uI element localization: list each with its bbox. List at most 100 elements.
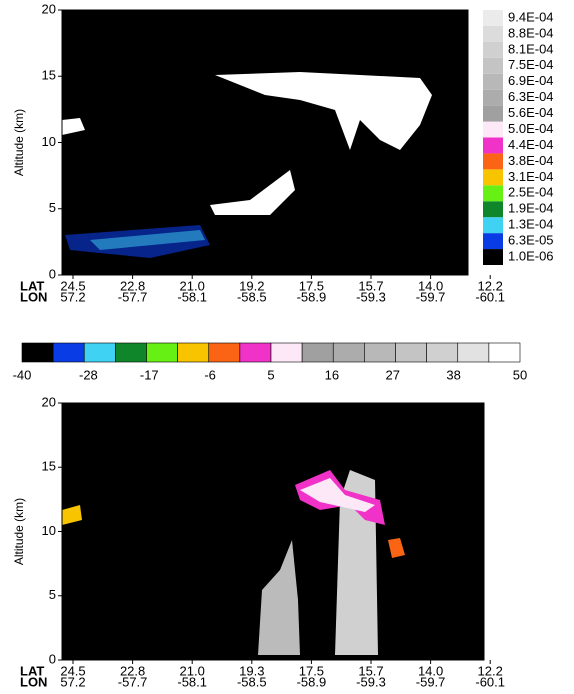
lon-label: LON <box>20 674 47 689</box>
colorbar-tick-label: 16 <box>325 367 339 382</box>
colorbar-swatch <box>483 217 503 234</box>
colorbar-swatch <box>488 342 521 363</box>
lon-tick-label: 57.2 <box>60 674 85 689</box>
lat-label: LAT <box>20 278 44 293</box>
lon-tick-label: -57.7 <box>118 674 148 689</box>
colorbar-swatch <box>208 342 241 363</box>
colorbar-swatch <box>177 342 210 363</box>
colorbar-label: 8.8E-04 <box>508 25 554 40</box>
colorbar-swatch <box>426 342 459 363</box>
lat-tick-label: 22.8 <box>120 278 145 293</box>
colorbar-swatch <box>483 41 503 58</box>
colorbar-swatch <box>115 342 147 363</box>
lon-tick-label: -57.7 <box>118 289 148 304</box>
colorbar-swatch <box>483 185 503 202</box>
colorbar-label: 3.1E-04 <box>508 169 554 184</box>
cloud <box>215 72 432 150</box>
colorbar-swatch <box>483 73 503 90</box>
aerosol <box>90 230 205 250</box>
colorbar-swatch <box>483 10 503 26</box>
y-axis-label: Altitude (km) <box>12 498 26 565</box>
y-tick-label: 10 <box>42 523 56 538</box>
y-axis-label: Altitude (km) <box>12 109 26 176</box>
colorbar-tick-label: -28 <box>79 367 98 382</box>
lat-tick-label: 12.2 <box>478 278 503 293</box>
colorbar-label: 1.3E-04 <box>508 217 554 232</box>
colorbar-label: 5.6E-04 <box>508 105 554 120</box>
colorbar-swatch <box>364 342 396 363</box>
lat-tick-label: 19.2 <box>239 278 264 293</box>
y-tick-label: 20 <box>42 1 56 16</box>
colorbar-label: 9.4E-04 <box>508 9 554 24</box>
colorbar-swatch <box>395 342 427 363</box>
colorbar-swatch <box>239 342 272 363</box>
colorbar-swatch <box>483 153 503 170</box>
y-tick-label: 0 <box>49 266 56 281</box>
colorbar-label: 1.9E-04 <box>508 201 554 216</box>
colorbar-label: 6.3E-04 <box>508 89 554 104</box>
lon-tick-label: -58.5 <box>237 289 267 304</box>
colorbar-label: 4.4E-04 <box>508 137 554 152</box>
colorbar-tick-label: 27 <box>385 367 399 382</box>
y-tick-label: 5 <box>49 200 56 215</box>
colorbar-swatch <box>301 342 334 363</box>
lat-tick-label: 14.0 <box>418 663 443 678</box>
colorbar-label: 7.5E-04 <box>508 57 554 72</box>
colorbar-label: 6.9E-04 <box>508 73 554 88</box>
lat-tick-label: 14.0 <box>418 278 443 293</box>
lon-tick-label: -60.1 <box>475 674 505 689</box>
colorbar-swatch <box>483 249 503 265</box>
colorbar-swatch <box>483 121 503 138</box>
lon-label: LON <box>20 289 47 304</box>
lat-tick-label: 21.0 <box>180 278 205 293</box>
colorbar-tick-label: 38 <box>446 367 460 382</box>
lon-tick-label: -58.5 <box>237 674 267 689</box>
y-tick-label: 15 <box>42 459 56 474</box>
colorbar-label: 8.1E-04 <box>508 41 554 56</box>
colorbar-label: 3.8E-04 <box>508 153 554 168</box>
colorbar-swatch <box>483 57 503 74</box>
lat-tick-label: 15.7 <box>358 663 383 678</box>
cloud <box>388 538 405 558</box>
cloud <box>300 478 375 512</box>
lat-label: LAT <box>20 663 44 678</box>
colorbar-swatch <box>483 25 503 42</box>
colorbar-tick-label: -6 <box>204 367 216 382</box>
lat-tick-label: 19.3 <box>239 663 264 678</box>
y-tick-label: 20 <box>42 394 56 409</box>
lat-tick-label: 24.5 <box>60 278 85 293</box>
y-tick-label: 15 <box>42 68 56 83</box>
cloud <box>62 505 82 525</box>
lon-tick-label: -58.9 <box>297 674 327 689</box>
colorbar-tick-label: -40 <box>13 367 32 382</box>
lat-tick-label: 17.5 <box>299 663 324 678</box>
lon-tick-label: -59.7 <box>416 674 446 689</box>
lat-tick-label: 15.7 <box>358 278 383 293</box>
lon-tick-label: -58.9 <box>297 289 327 304</box>
colorbar-swatch <box>483 233 503 250</box>
cloud <box>258 540 300 655</box>
lon-tick-label: -59.3 <box>356 674 386 689</box>
colorbar-tick-label: 5 <box>267 367 274 382</box>
lon-tick-label: -58.1 <box>177 289 207 304</box>
colorbar-label: 5.0E-04 <box>508 121 554 136</box>
colorbar-label: 2.5E-04 <box>508 185 554 200</box>
lat-tick-label: 12.2 <box>478 663 503 678</box>
colorbar-swatch <box>21 342 54 363</box>
lon-tick-label: -59.3 <box>356 289 386 304</box>
colorbar-swatch <box>332 342 365 363</box>
colorbar-swatch <box>457 342 490 363</box>
colorbar-label: 6.3E-05 <box>508 233 554 248</box>
lat-tick-label: 24.5 <box>60 663 85 678</box>
lon-tick-label: -59.7 <box>416 289 446 304</box>
lon-tick-label: -58.1 <box>177 674 207 689</box>
y-tick-label: 0 <box>49 651 56 666</box>
lon-tick-label: 57.2 <box>60 289 85 304</box>
y-tick-label: 5 <box>49 587 56 602</box>
y-tick-label: 10 <box>42 134 56 149</box>
lon-tick-label: -60.1 <box>475 289 505 304</box>
colorbar-tick-label: -17 <box>140 367 159 382</box>
bottom-plot <box>62 403 484 660</box>
cloud <box>210 170 295 215</box>
colorbar-swatch <box>483 89 503 106</box>
